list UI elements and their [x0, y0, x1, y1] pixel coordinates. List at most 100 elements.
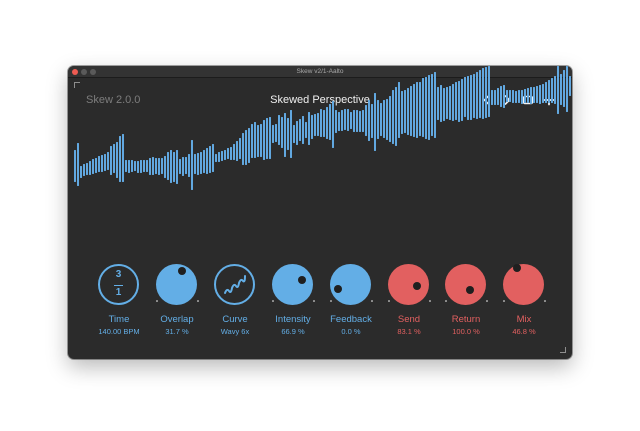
waveform-bar	[494, 90, 496, 105]
waveform-bar	[263, 120, 265, 160]
waveform-bar	[293, 125, 295, 143]
close-window-button[interactable]	[72, 68, 78, 75]
knob-indicator-dot	[466, 286, 474, 294]
waveform-bar	[548, 80, 550, 103]
waveform-bar	[176, 150, 178, 184]
waveform-bar	[245, 130, 247, 165]
waveform-bar	[401, 91, 403, 134]
waveform-bar	[110, 146, 112, 175]
waveform-bar	[254, 122, 256, 158]
feedback-value: 0.0 %	[341, 327, 361, 336]
waveform-bar	[374, 93, 376, 151]
waveform-bar	[311, 115, 313, 139]
knob-intensity: Intensity 66.9 %	[264, 264, 322, 344]
waveform-bar	[134, 161, 136, 171]
preset-name[interactable]: Skewed Perspective	[270, 94, 370, 106]
knob-indicator-dot	[178, 267, 186, 275]
waveform-bar	[242, 133, 244, 165]
waveform-bar	[530, 87, 532, 104]
waveform-bar	[533, 87, 535, 103]
waveform-bar	[542, 84, 544, 103]
waveform-bar	[338, 112, 340, 131]
waveform-bar	[524, 89, 526, 103]
waveform-bar	[479, 70, 481, 118]
feedback-knob[interactable]	[330, 264, 371, 305]
waveform-bar	[113, 144, 115, 173]
waveform-bar	[323, 110, 325, 137]
waveform-bar	[449, 86, 451, 120]
waveform-bar	[296, 121, 298, 145]
waveform-bar	[182, 157, 184, 176]
waveform-bar	[194, 154, 196, 174]
feedback-label: Feedback	[330, 314, 372, 325]
waveform-bar	[428, 75, 430, 140]
waveform-bar	[341, 110, 343, 131]
time-numerator: 3	[115, 269, 122, 280]
waveform-bar	[257, 125, 259, 157]
waveform-bar	[128, 160, 130, 173]
waveform-bar	[125, 160, 127, 172]
waveform-bar	[164, 156, 166, 178]
waveform-bar	[146, 160, 148, 172]
send-knob[interactable]	[388, 264, 429, 305]
resize-handle[interactable]	[560, 347, 566, 353]
waveform-bar	[287, 118, 289, 150]
knob-mix: Mix 46.8 %	[495, 264, 553, 344]
waveform-bar	[377, 100, 379, 139]
window-title: Skew v2/1-Aalto	[296, 68, 344, 75]
waveform-bar	[179, 159, 181, 174]
waveform-bar	[551, 78, 553, 103]
waveform-bar	[359, 111, 361, 132]
waveform-bar	[119, 136, 121, 182]
waveform-bar	[266, 118, 268, 159]
collapse-corner-icon[interactable]	[74, 82, 80, 88]
previous-preset-button[interactable]	[480, 93, 494, 107]
waveform-bar	[131, 160, 133, 172]
waveform-bar	[395, 87, 397, 146]
title-bar[interactable]: Skew v2/1-Aalto	[68, 66, 572, 78]
curve-knob[interactable]	[214, 264, 255, 305]
waveform-bar	[224, 150, 226, 160]
mix-knob[interactable]	[503, 264, 544, 305]
waveform-bar	[188, 154, 190, 177]
waveform-bar	[305, 122, 307, 138]
overlap-value: 31.7 %	[165, 327, 189, 336]
waveform-bar	[458, 81, 460, 122]
knob-indicator-dot	[413, 282, 421, 290]
waveform-bar	[362, 110, 364, 132]
return-knob[interactable]	[445, 264, 486, 305]
waveform-bar	[413, 84, 415, 137]
waveform-bar	[281, 117, 283, 148]
waveform-bar	[431, 74, 433, 136]
waveform-bar	[320, 109, 322, 137]
knob-feedback: Feedback 0.0 %	[322, 264, 380, 344]
mix-value: 46.8 %	[512, 327, 536, 336]
waveform-bar	[467, 76, 469, 120]
waveform-bar	[482, 68, 484, 119]
waveform-bar	[152, 157, 154, 175]
waveform-bar	[80, 166, 82, 178]
waveform-bar	[410, 86, 412, 136]
knob-range-tick	[445, 300, 447, 302]
waveform-bar	[209, 146, 211, 173]
waveform-bar	[308, 112, 310, 145]
send-value: 83.1 %	[397, 327, 421, 336]
waveform-bar	[77, 143, 79, 186]
knob-send: Send 83.1 %	[380, 264, 438, 344]
waveform-bar	[386, 99, 388, 140]
waveform-bar	[140, 160, 142, 173]
plugin-window: Skew v2/1-Aalto Skew 2.0.0 Skewed Perspe…	[68, 66, 572, 359]
overlap-knob[interactable]	[156, 264, 197, 305]
waveform-bar	[470, 75, 472, 120]
intensity-knob[interactable]	[272, 264, 313, 305]
knob-range-tick	[313, 300, 315, 302]
waveform-bar	[326, 107, 328, 139]
knob-range-tick	[429, 300, 431, 302]
maximize-window-button[interactable]	[90, 68, 96, 75]
waveform-bar	[545, 82, 547, 103]
waveform-bar	[536, 86, 538, 103]
minimize-window-button[interactable]	[81, 68, 87, 75]
waveform-bar	[446, 87, 448, 119]
waveform-bar	[137, 161, 139, 173]
